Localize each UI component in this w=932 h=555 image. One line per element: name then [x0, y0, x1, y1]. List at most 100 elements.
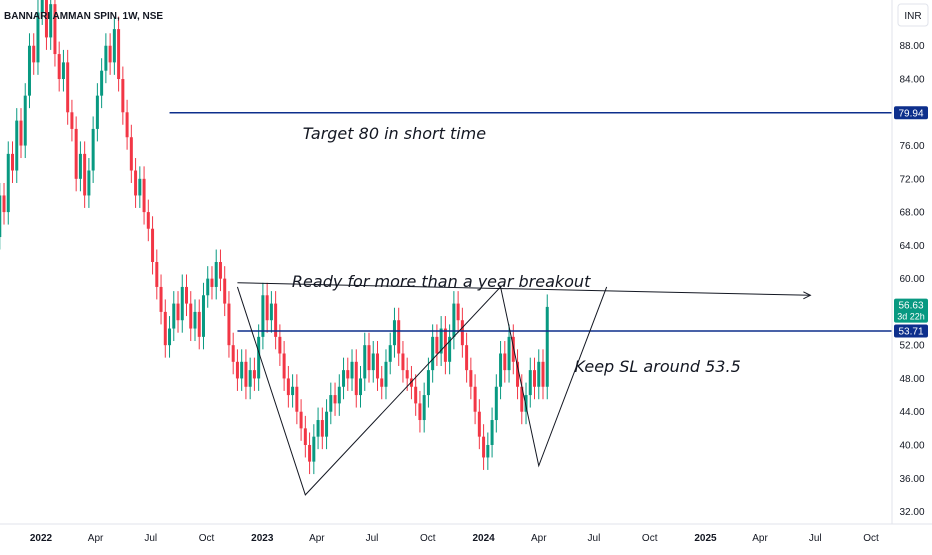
candle — [134, 158, 138, 208]
candle — [269, 291, 273, 333]
y-tick-label: 68.00 — [899, 208, 924, 219]
candle — [541, 349, 545, 400]
x-tick-label: Apr — [752, 533, 768, 544]
price-label-badge: 53.71 — [894, 324, 928, 338]
candle — [516, 349, 520, 400]
double-bottom-pattern-line[interactable] — [236, 285, 608, 496]
y-tick-label: 60.00 — [899, 274, 924, 285]
candle — [452, 291, 456, 350]
candle — [100, 58, 104, 109]
y-tick-label: 36.00 — [899, 474, 924, 485]
candle — [257, 324, 261, 391]
currency-label: INR — [904, 11, 921, 22]
time-axis[interactable]: 2022 Apr Jul Oct 2023 Apr Jul Oct 2024 Apr Jul Oct 2… — [30, 533, 879, 544]
candle — [27, 33, 31, 109]
candle — [15, 108, 19, 183]
candle — [231, 332, 235, 375]
candle — [426, 357, 430, 408]
candle — [337, 374, 341, 416]
candle — [533, 357, 537, 400]
candle — [537, 349, 541, 400]
candle — [418, 390, 422, 433]
y-tick-label: 48.00 — [899, 374, 924, 385]
candle — [176, 291, 180, 333]
candle — [499, 341, 503, 400]
candle — [528, 357, 532, 408]
candle — [320, 407, 324, 450]
candle — [494, 374, 498, 433]
candle — [405, 357, 409, 391]
candle — [163, 299, 167, 358]
chart-annotation[interactable]: Target 80 in short time — [303, 124, 486, 143]
candle — [261, 282, 265, 350]
breakout-arrow-line[interactable] — [237, 282, 811, 296]
candle — [392, 307, 396, 358]
candle — [545, 294, 549, 400]
candle — [121, 66, 125, 125]
candle — [168, 316, 172, 358]
candle — [91, 116, 95, 183]
price-label-value: 53.71 — [898, 326, 923, 337]
chart-annotation[interactable]: Ready for more than a year breakout — [292, 272, 591, 291]
candle — [0, 182, 2, 250]
candle — [460, 307, 464, 358]
candle — [252, 357, 256, 391]
candle — [469, 357, 473, 400]
candle — [40, 0, 44, 25]
candle — [19, 108, 23, 159]
candle — [367, 332, 371, 383]
candle — [333, 382, 337, 416]
y-tick-label: 44.00 — [899, 407, 924, 418]
candle — [448, 324, 452, 375]
candle — [359, 365, 363, 408]
candle — [274, 291, 278, 350]
candle — [397, 307, 401, 366]
candle — [282, 341, 286, 391]
candle — [57, 41, 61, 92]
candle — [401, 341, 405, 383]
candle — [155, 249, 159, 300]
candle — [104, 33, 108, 84]
candle — [473, 374, 477, 425]
price-label-badge: 79.94 — [894, 106, 928, 120]
y-tick-label: 72.00 — [899, 174, 924, 185]
candle — [503, 341, 507, 383]
candle — [456, 291, 460, 333]
candle — [201, 282, 205, 350]
y-tick-label: 52.00 — [899, 341, 924, 352]
candle — [524, 382, 528, 425]
candle — [295, 374, 299, 425]
x-tick-label: 2024 — [472, 533, 495, 544]
candle — [44, 0, 48, 50]
candle — [346, 357, 350, 391]
candle — [431, 324, 435, 383]
x-tick-label: 2023 — [251, 533, 274, 544]
candle — [117, 16, 121, 92]
candle — [189, 291, 193, 342]
candle — [291, 374, 295, 408]
candle — [129, 124, 133, 183]
candle — [414, 374, 418, 416]
candle — [380, 365, 384, 400]
candle — [371, 341, 375, 383]
candle — [11, 141, 15, 183]
chart-title: BANNARI AMMAN SPIN, 1W, NSE — [4, 11, 163, 22]
candle — [384, 349, 388, 400]
candle — [482, 424, 486, 470]
candle — [206, 266, 210, 308]
currency-button[interactable]: INR — [897, 3, 929, 27]
candle — [6, 141, 10, 225]
candle — [265, 282, 269, 333]
candle — [159, 274, 163, 325]
candle — [465, 332, 469, 383]
chart-annotation[interactable]: Keep SL around 53.5 — [574, 357, 740, 376]
price-label-countdown: 3d 22h — [897, 312, 925, 322]
candle — [172, 291, 176, 342]
candle — [507, 324, 511, 383]
x-tick-label: Jul — [366, 533, 379, 544]
candle — [214, 249, 218, 300]
y-tick-label: 84.00 — [899, 75, 924, 86]
